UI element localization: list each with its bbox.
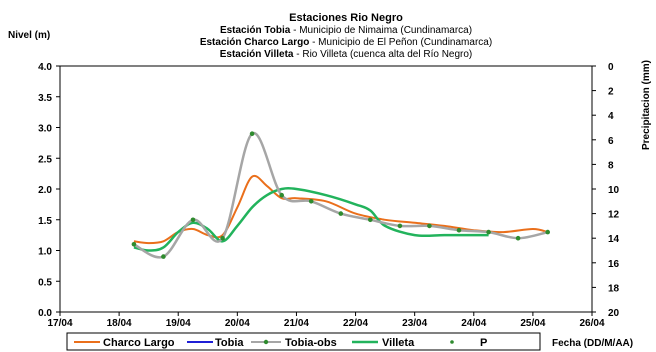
y-tick-label: 3.5 [38,93,52,104]
y2-tick-label: 10 [608,185,620,196]
y2-tick-label: 0 [608,62,614,73]
series-point-tobia-obs [279,192,285,198]
series-line-tobia-obs [133,132,548,259]
y-tick-label: 1.0 [38,247,52,258]
series-line-villeta [133,187,489,252]
legend-item-villeta: Villeta [352,337,415,349]
plot-area [59,65,593,313]
series-layer [131,131,550,259]
legend-item-tobia-obs: Tobia-obs [251,337,337,349]
y2-tick-label: 18 [608,283,620,294]
subtitle-detail-1: - Municipio de Nimaima (Cundinamarca) [290,25,472,36]
series-point-tobia-obs [249,131,255,136]
legend-item-p: P [450,337,487,349]
series-point-tobia-obs [545,229,550,235]
legend-marker-tobia-obs [263,339,269,345]
series-point-tobia-obs [220,235,225,241]
legend-label-charco-largo: Charco Largo [103,337,175,349]
series-point-tobia-obs [397,223,403,229]
series-point-tobia-obs [308,199,314,204]
x-tick-label: 19/04 [166,318,191,329]
subtitle-line-2: Estación Charco Largo - Municipio de El … [200,37,492,48]
y2-axis-label: Precipitacion (mm) [641,60,652,150]
legend-label-p: P [480,337,487,349]
subtitle-detail-3: - Rio Villeta (cuenca alta del Río Negro… [293,49,472,60]
x-tick-label: 21/04 [284,318,309,329]
legend-label-villeta: Villeta [382,337,415,349]
x-tick-label: 24/04 [461,318,486,329]
axis-ticks: 17/04 18/04 19/04 20/04 21/04 22/04 23/04 24/04… [38,62,619,329]
y-tick-label: 1.5 [38,216,52,227]
y2-tick-label: 16 [608,259,620,270]
legend-box [66,332,541,351]
y-tick-label: 3.0 [38,124,52,135]
series-point-tobia-obs [486,229,491,235]
y2-tick-label: 8 [608,160,614,171]
series-point-tobia-obs [190,217,196,223]
x-tick-label: 25/04 [520,318,545,329]
series-point-tobia-obs [338,211,344,216]
legend-label-tobia-obs: Tobia-obs [285,337,337,349]
x-tick-label: 20/04 [225,318,250,329]
series-point-tobia-obs [161,254,166,259]
subtitle-station-1: Estación Tobia [220,25,291,36]
y-tick-label: 0.0 [38,308,52,319]
legend-item-tobia: Tobia [187,337,244,349]
subtitle-detail-2: - Municipio de El Peñon (Cundinamarca) [309,37,492,48]
legend-label-tobia: Tobia [215,337,244,349]
subtitle-station-2: Estación Charco Largo [200,37,309,48]
y2-tick-label: 2 [608,87,614,98]
x-tick-label: 17/04 [47,318,72,329]
y-axis-label: Nivel (m) [8,30,50,41]
series-point-tobia-obs [368,217,373,223]
y-tick-label: 0.5 [38,277,52,288]
series-point-tobia-obs [456,227,462,233]
series-point-tobia-obs [427,223,432,229]
y-tick-label: 4.0 [38,62,52,73]
subtitle-station-3: Estación Villeta [220,49,294,60]
y2-tick-label: 20 [608,308,620,319]
legend-marker-p [450,340,454,344]
y2-tick-label: 6 [608,136,614,147]
y2-tick-label: 4 [608,111,614,122]
series-point-tobia-obs [515,235,521,241]
legend-item-charco-largo: Charco Largo [74,337,175,349]
x-tick-label: 18/04 [107,318,132,329]
subtitle-line-1: Estación Tobia - Municipio de Nimaima (C… [220,25,472,36]
y2-tick-label: 14 [608,234,620,245]
x-tick-label: 26/04 [579,318,604,329]
series-point-tobia-obs [131,242,137,247]
chart-title: Estaciones Rio Negro [289,12,403,24]
x-tick-label: 22/04 [343,318,368,329]
x-axis-label: Fecha (DD/M/AA) [552,338,633,349]
y2-tick-label: 12 [608,210,620,221]
y-tick-label: 2.5 [38,154,52,165]
y-tick-label: 2.0 [38,185,52,196]
subtitle-line-3: Estación Villeta - Rio Villeta (cuenca a… [220,49,473,60]
x-tick-label: 23/04 [402,318,427,329]
